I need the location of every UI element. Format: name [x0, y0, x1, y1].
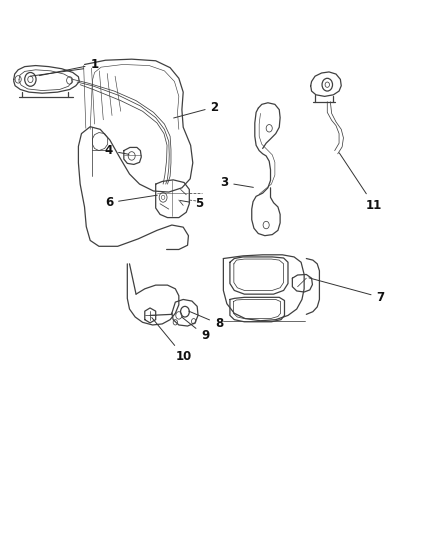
Text: 11: 11: [339, 153, 382, 212]
Text: 9: 9: [182, 317, 209, 342]
Text: 3: 3: [220, 176, 253, 189]
Text: 1: 1: [39, 58, 99, 76]
Text: 10: 10: [152, 318, 192, 364]
Text: 8: 8: [189, 311, 223, 330]
Text: 6: 6: [105, 195, 157, 209]
Text: 2: 2: [173, 101, 219, 118]
Text: 5: 5: [180, 197, 204, 211]
Text: 7: 7: [309, 278, 385, 304]
Text: 4: 4: [105, 144, 129, 157]
